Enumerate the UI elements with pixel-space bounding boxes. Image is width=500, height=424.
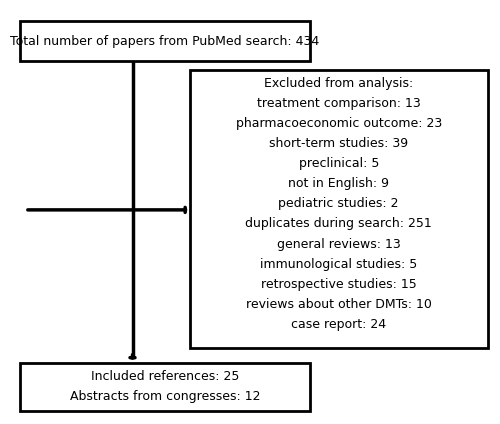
Text: short-term studies: 39: short-term studies: 39 [269,137,408,150]
Text: immunological studies: 5: immunological studies: 5 [260,258,418,271]
Text: preclinical: 5: preclinical: 5 [298,157,379,170]
Text: Excluded from analysis:: Excluded from analysis: [264,77,414,89]
FancyBboxPatch shape [20,363,310,411]
Text: case report: 24: case report: 24 [291,318,386,331]
Text: not in English: 9: not in English: 9 [288,177,389,190]
Text: treatment comparison: 13: treatment comparison: 13 [257,97,420,110]
Text: Total number of papers from PubMed search: 434: Total number of papers from PubMed searc… [10,35,320,48]
FancyBboxPatch shape [20,21,310,61]
FancyBboxPatch shape [190,70,488,348]
Text: Included references: 25: Included references: 25 [91,370,239,383]
Text: pediatric studies: 2: pediatric studies: 2 [278,197,399,210]
Text: Abstracts from congresses: 12: Abstracts from congresses: 12 [70,390,260,403]
Text: reviews about other DMTs: 10: reviews about other DMTs: 10 [246,298,432,311]
Text: pharmacoeconomic outcome: 23: pharmacoeconomic outcome: 23 [236,117,442,130]
Text: duplicates during search: 251: duplicates during search: 251 [246,218,432,230]
Text: general reviews: 13: general reviews: 13 [277,237,400,251]
Text: retrospective studies: 15: retrospective studies: 15 [261,278,416,291]
